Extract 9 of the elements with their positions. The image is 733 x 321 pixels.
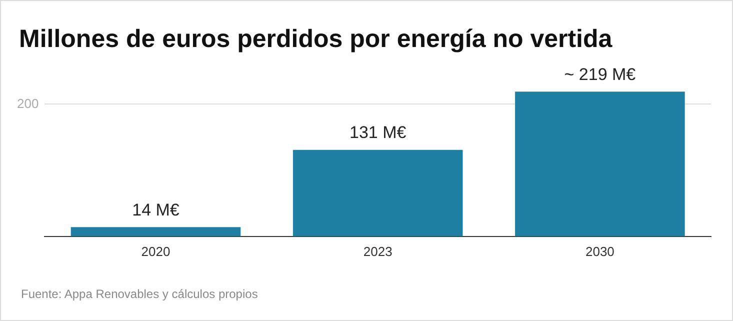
data-label: ~ 219 M€ [564,64,636,84]
x-tick-label: 2020 [141,244,170,259]
chart-title: Millones de euros perdidos por energía no vertida [19,25,612,54]
x-tick-label: 2023 [363,244,392,259]
data-label: 14 M€ [132,200,180,220]
x-tick-label: 2030 [585,244,614,259]
data-label: 131 M€ [349,123,407,142]
source-note: Fuente: Appa Renovables y cálculos propios [21,287,258,301]
y-tick-label: 200 [16,96,39,111]
